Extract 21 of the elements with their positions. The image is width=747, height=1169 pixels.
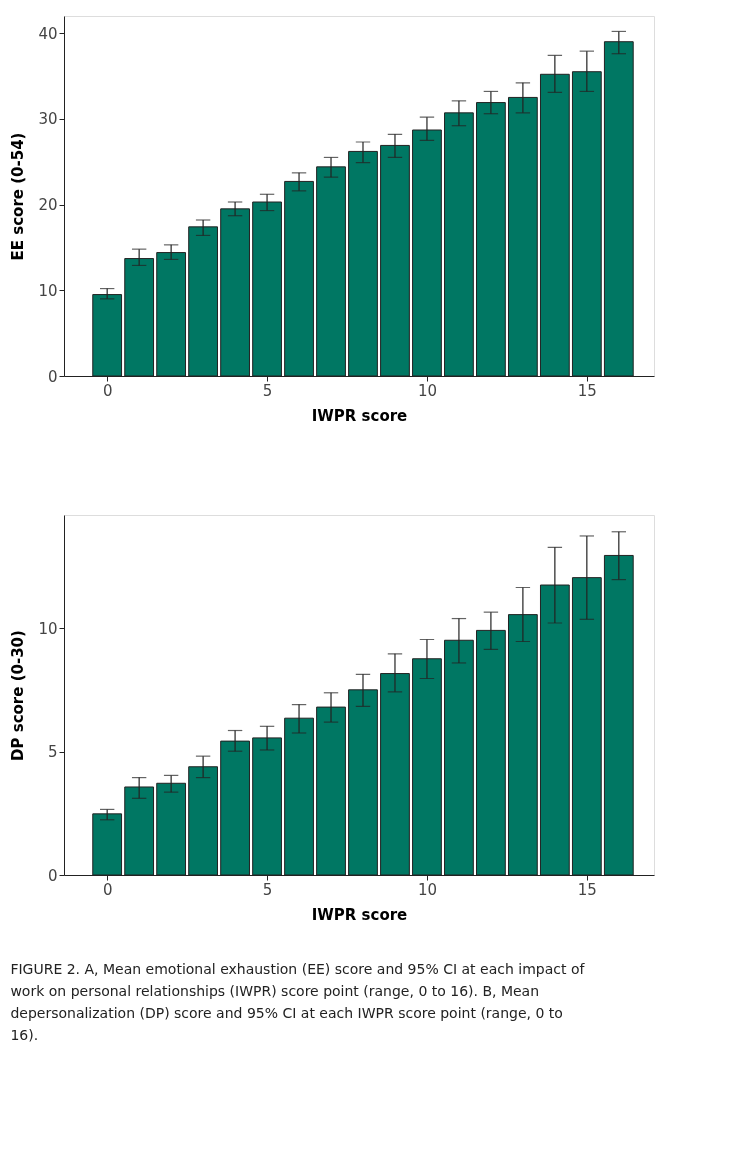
y-axis-title: DP score (0-30) bbox=[9, 630, 28, 761]
y-tick-label: 10 bbox=[38, 619, 58, 638]
y-tick-label: 10 bbox=[38, 281, 58, 300]
caption: FIGURE 2. A, Mean emotional exhaustion (EE) score and 95% CI at each impact of work on personal relationships (IWPR) score point (range, 0 to 16). B, Mean depersonalization (DP) score and 95% CI at each IWPR score point (range, 0 to 16). bbox=[10, 960, 586, 1043]
x-axis-title: IWPR score bbox=[311, 406, 408, 425]
y-tick-label: 0 bbox=[47, 367, 58, 386]
y-tick-label: 0 bbox=[47, 866, 58, 885]
y-tick-label: 20 bbox=[38, 196, 58, 215]
x-tick-label: 10 bbox=[417, 880, 437, 899]
x-tick-label: 10 bbox=[417, 381, 437, 400]
y-tick-label: 30 bbox=[38, 110, 58, 129]
y-tick-label: 40 bbox=[38, 24, 58, 43]
x-tick-label: 5 bbox=[262, 381, 273, 400]
x-tick-label: 0 bbox=[102, 880, 113, 899]
x-tick-label: 15 bbox=[577, 381, 597, 400]
x-tick-label: 15 bbox=[577, 880, 597, 899]
y-tick-label: 5 bbox=[47, 743, 58, 762]
x-tick-label: 5 bbox=[262, 880, 273, 899]
x-axis-title: IWPR score bbox=[311, 905, 408, 924]
y-axis-title: EE score (0-54) bbox=[9, 132, 28, 261]
x-tick-label: 0 bbox=[102, 381, 113, 400]
